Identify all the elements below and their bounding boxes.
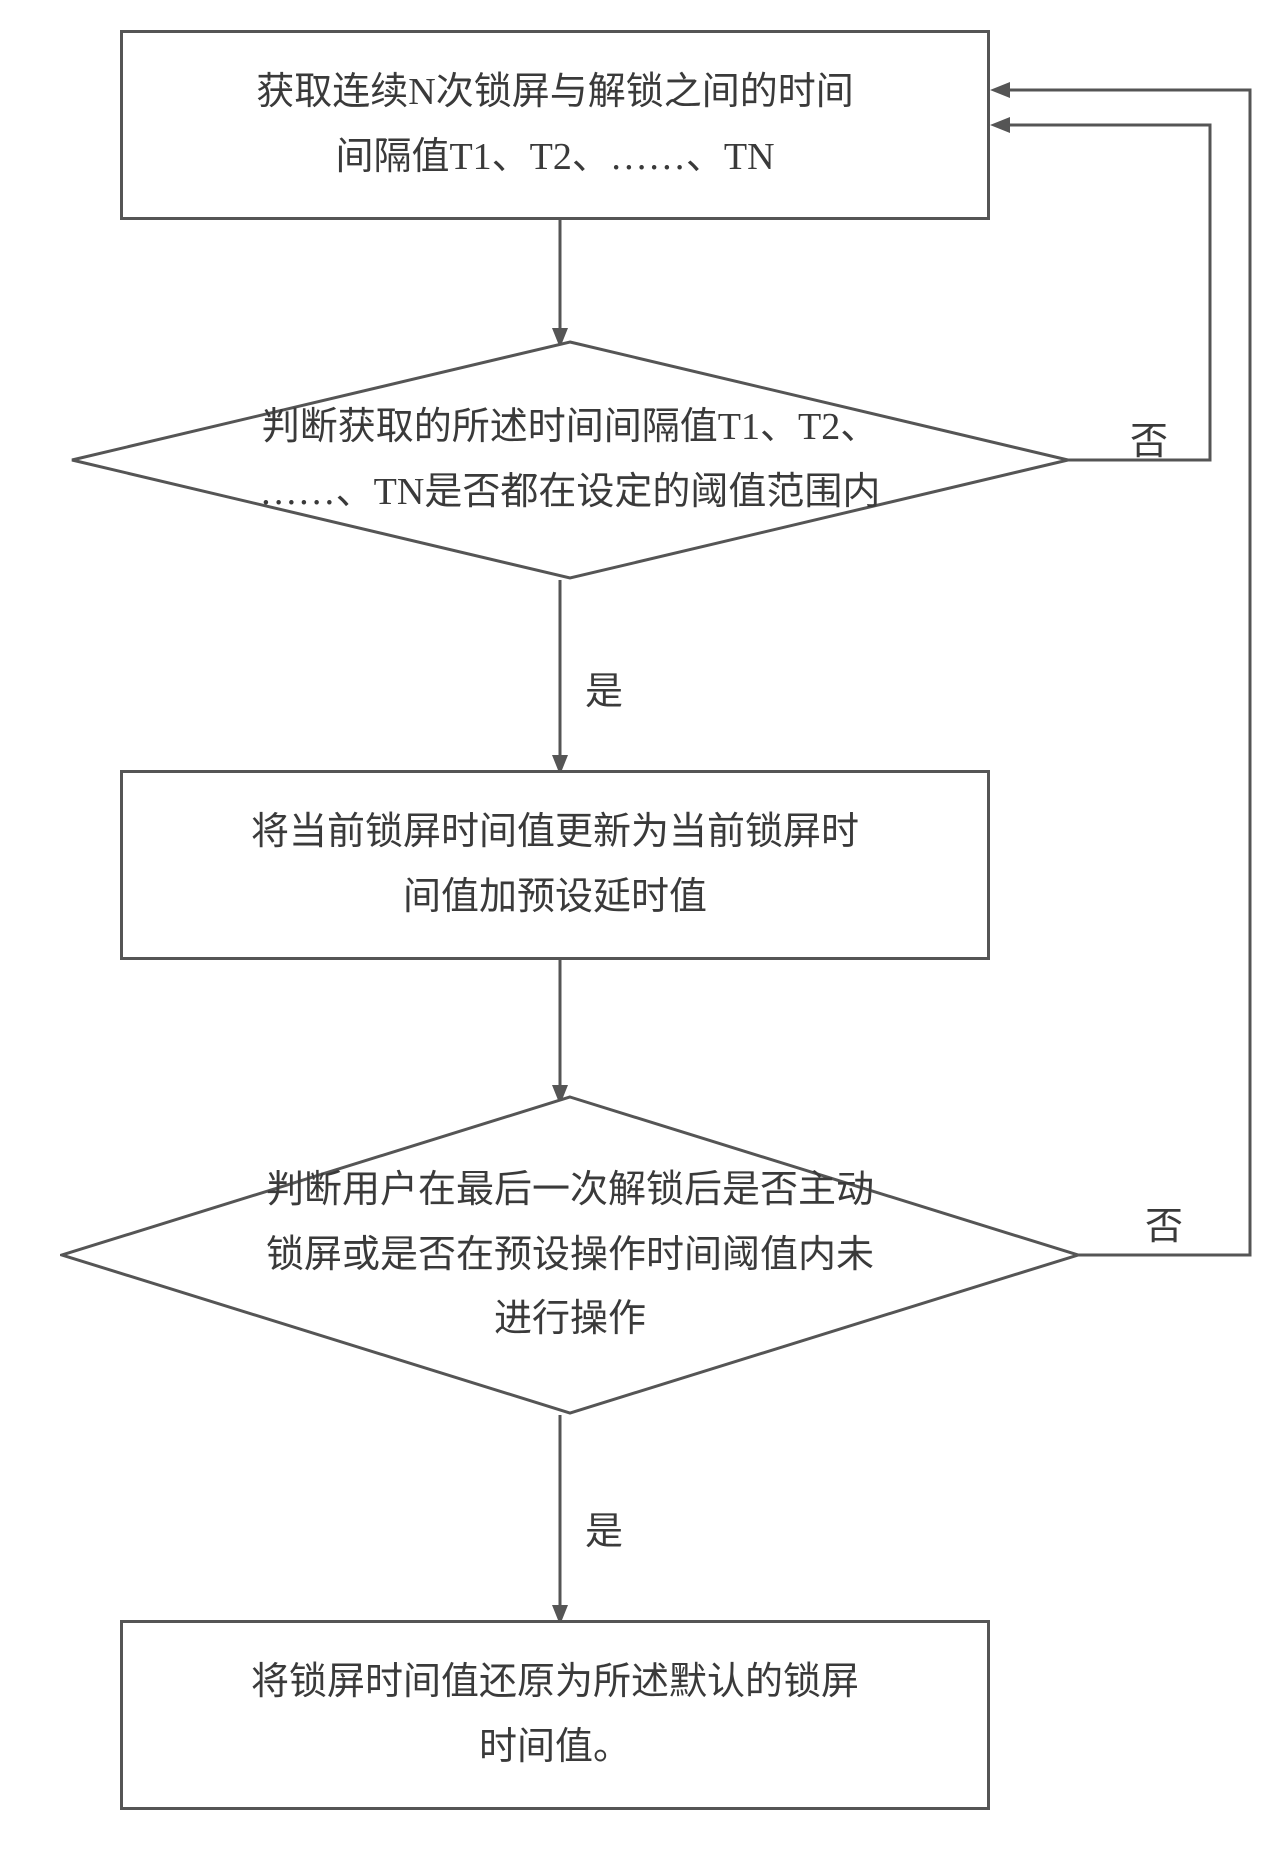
node-check-user-action: 判断用户在最后一次解锁后是否主动锁屏或是否在预设操作时间阈值内未进行操作 bbox=[60, 1095, 1080, 1415]
node1-text: 获取连续N次锁屏与解锁之间的时间间隔值T1、T2、……、TN bbox=[256, 60, 853, 189]
node3-text: 将当前锁屏时间值更新为当前锁屏时间值加预设延时值 bbox=[251, 800, 859, 929]
node-check-threshold: 判断获取的所述时间间隔值T1、T2、……、TN是否都在设定的阈值范围内 bbox=[70, 340, 1070, 580]
node-acquire-intervals: 获取连续N次锁屏与解锁之间的时间间隔值T1、T2、……、TN bbox=[120, 30, 990, 220]
node2-text: 判断获取的所述时间间隔值T1、T2、……、TN是否都在设定的阈值范围内 bbox=[260, 395, 881, 524]
edge-n1-n2 bbox=[550, 220, 570, 348]
node-restore-default: 将锁屏时间值还原为所述默认的锁屏时间值。 bbox=[120, 1620, 990, 1810]
flowchart-canvas: 获取连续N次锁屏与解锁之间的时间间隔值T1、T2、……、TN 判断获取的所述时间… bbox=[0, 0, 1278, 1865]
label-yes-2: 是 bbox=[585, 1500, 623, 1555]
edge-n4-no-feedback bbox=[990, 60, 1270, 1270]
node5-text: 将锁屏时间值还原为所述默认的锁屏时间值。 bbox=[251, 1650, 859, 1779]
node4-text: 判断用户在最后一次解锁后是否主动锁屏或是否在预设操作时间阈值内未进行操作 bbox=[266, 1158, 874, 1352]
label-yes-1: 是 bbox=[585, 660, 623, 715]
node-update-lock-time: 将当前锁屏时间值更新为当前锁屏时间值加预设延时值 bbox=[120, 770, 990, 960]
edge-n2-n3 bbox=[550, 580, 570, 775]
edge-n3-n4 bbox=[550, 960, 570, 1105]
edge-n4-n5 bbox=[550, 1415, 570, 1625]
